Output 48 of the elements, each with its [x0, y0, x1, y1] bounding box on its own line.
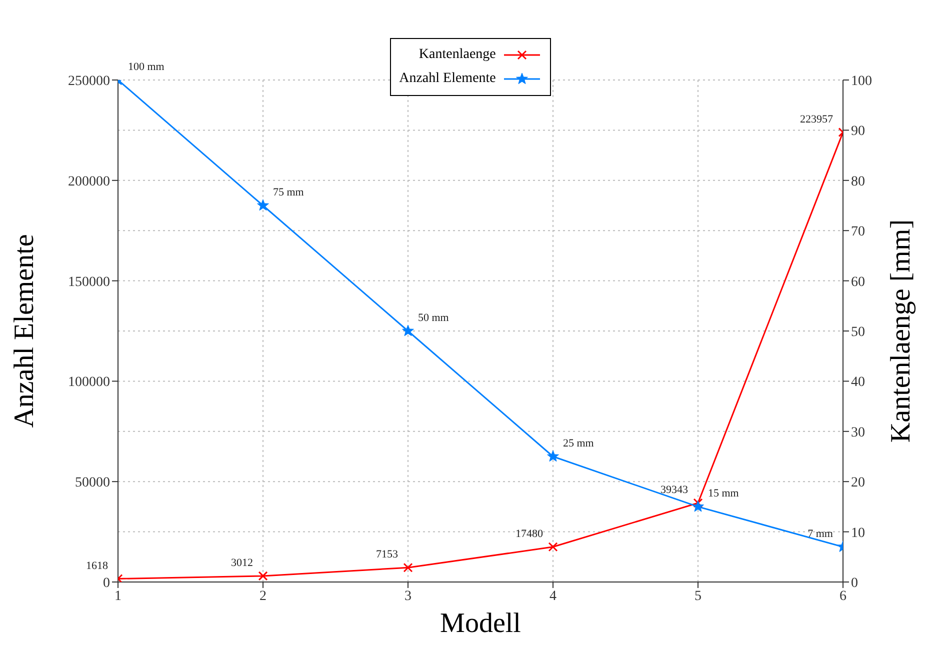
- x-tick-label: 4: [550, 588, 556, 604]
- y2-tick-label: 60: [851, 274, 865, 290]
- y2-tick-label: 80: [851, 174, 865, 190]
- x-tick-label: 2: [260, 588, 266, 604]
- legend-label: Anzahl Elemente: [399, 71, 496, 87]
- data-label: 1618: [86, 560, 108, 572]
- point: [547, 450, 559, 462]
- y2-tick-label: 70: [851, 224, 865, 240]
- data-label: 100 mm: [128, 61, 165, 73]
- y2-tick-label: 0: [851, 576, 858, 591]
- y2-tick-label: 20: [851, 476, 865, 491]
- y-axis-title: Anzahl Elemente: [8, 234, 40, 428]
- point: [258, 571, 268, 581]
- y2-tick-label: 40: [851, 375, 865, 390]
- data-label: 50 mm: [418, 312, 450, 324]
- data-label: 17480: [516, 528, 544, 540]
- data-label: 223957: [800, 113, 834, 126]
- data-label: 39343: [660, 484, 688, 496]
- point: [692, 500, 704, 512]
- y-tick-label: 100000: [68, 375, 110, 390]
- y2-tick-label: 100: [851, 74, 872, 89]
- y2-tick-label: 10: [851, 526, 865, 541]
- y-tick-label: 50000: [75, 476, 110, 491]
- data-label: 75 mm: [273, 186, 304, 198]
- y2-tick-label: 30: [851, 425, 865, 440]
- x-tick-label: 3: [404, 588, 412, 604]
- y-tick-label: 150000: [68, 274, 110, 290]
- point: [402, 324, 414, 336]
- data-label: 7153: [376, 548, 398, 561]
- point: [693, 498, 703, 508]
- legend-label: Kantenlaenge: [418, 47, 496, 63]
- y2-tick-label: 50: [851, 324, 865, 340]
- x-tick-label: 6: [840, 588, 846, 604]
- x-tick-label: 5: [694, 588, 702, 604]
- point: [257, 199, 269, 211]
- y-tick-label: 200000: [68, 174, 110, 190]
- data-label: 3012: [231, 556, 253, 569]
- y2-axis-title: Kantenlaenge [mm]: [886, 219, 916, 443]
- point: [548, 542, 558, 552]
- data-label: 15 mm: [708, 488, 740, 500]
- y-tick-label: 250000: [68, 74, 110, 89]
- y-tick-label: 0: [103, 576, 110, 591]
- y2-tick-label: 90: [851, 124, 865, 140]
- point: [403, 562, 413, 572]
- x-tick-label: 1: [114, 588, 122, 604]
- data-label: 7 mm: [808, 528, 834, 540]
- x-axis-title: Modell: [440, 608, 522, 639]
- data-label: 25 mm: [563, 438, 594, 450]
